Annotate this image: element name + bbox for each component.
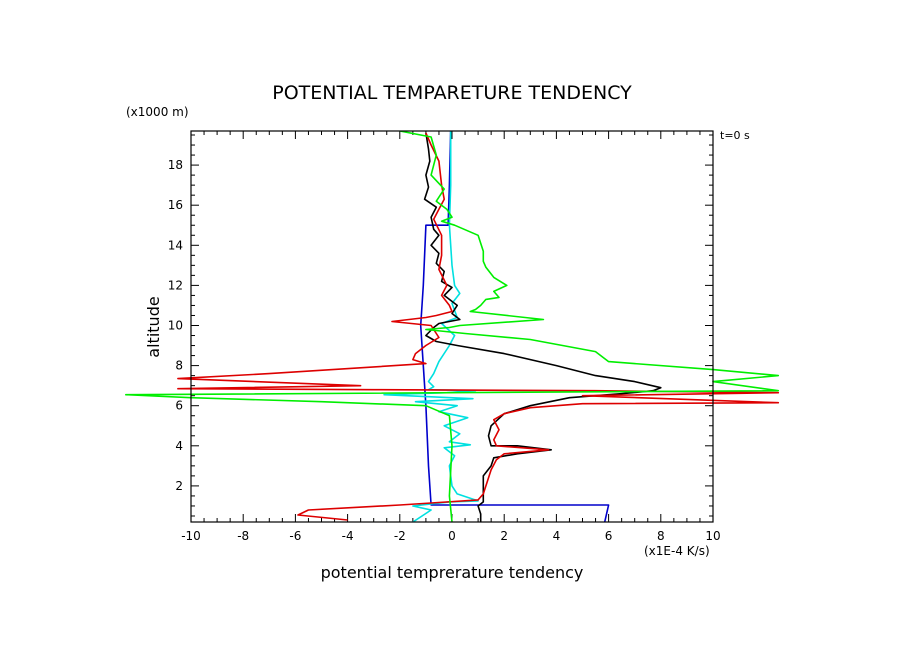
x-tick-label: 4 [553,529,561,543]
y-tick-label: 8 [175,359,183,373]
x-tick-label: 10 [705,529,720,543]
x-tick-label: -4 [342,529,354,543]
x-tick-label: -6 [289,529,301,543]
x-tick-label: 0 [448,529,456,543]
series-line-red [177,132,780,521]
chart-title: POTENTIAL TEMPARETURE TENDENCY [272,82,632,104]
series-line-cyan [383,131,479,522]
x-tick-label: -8 [237,529,249,543]
x-unit-label: (x1E-4 K/s) [644,544,710,558]
x-tick-label: 8 [657,529,665,543]
y-tick-label: 6 [175,399,183,413]
series-line-blue [419,131,610,522]
y-tick-label: 2 [175,479,183,493]
x-tick-label: -10 [181,529,201,543]
y-unit-label: (x1000 m) [126,105,189,119]
y-axis-label: altitude [144,296,163,357]
plot-frame [190,130,714,523]
series-layer [125,131,780,522]
series-line-black [423,132,662,522]
time-label: t=0 s [720,129,750,142]
y-tick-label: 14 [168,238,183,252]
series-line-green [125,131,780,522]
x-tick-label: 6 [605,529,613,543]
y-tick-label: 12 [168,278,183,292]
axis-ticks: -10 -8 -6 -4 -2 0 2 4 6 8 10 2 4 6 8 10 12 14 16 18 [168,131,721,543]
x-tick-label: 2 [500,529,508,543]
x-axis-label: potential temprerature tendency [321,563,584,582]
y-tick-label: 4 [175,439,183,453]
y-tick-label: 10 [168,318,183,332]
y-tick-label: 18 [168,158,183,172]
y-tick-label: 16 [168,198,183,212]
x-tick-label: -2 [394,529,406,543]
